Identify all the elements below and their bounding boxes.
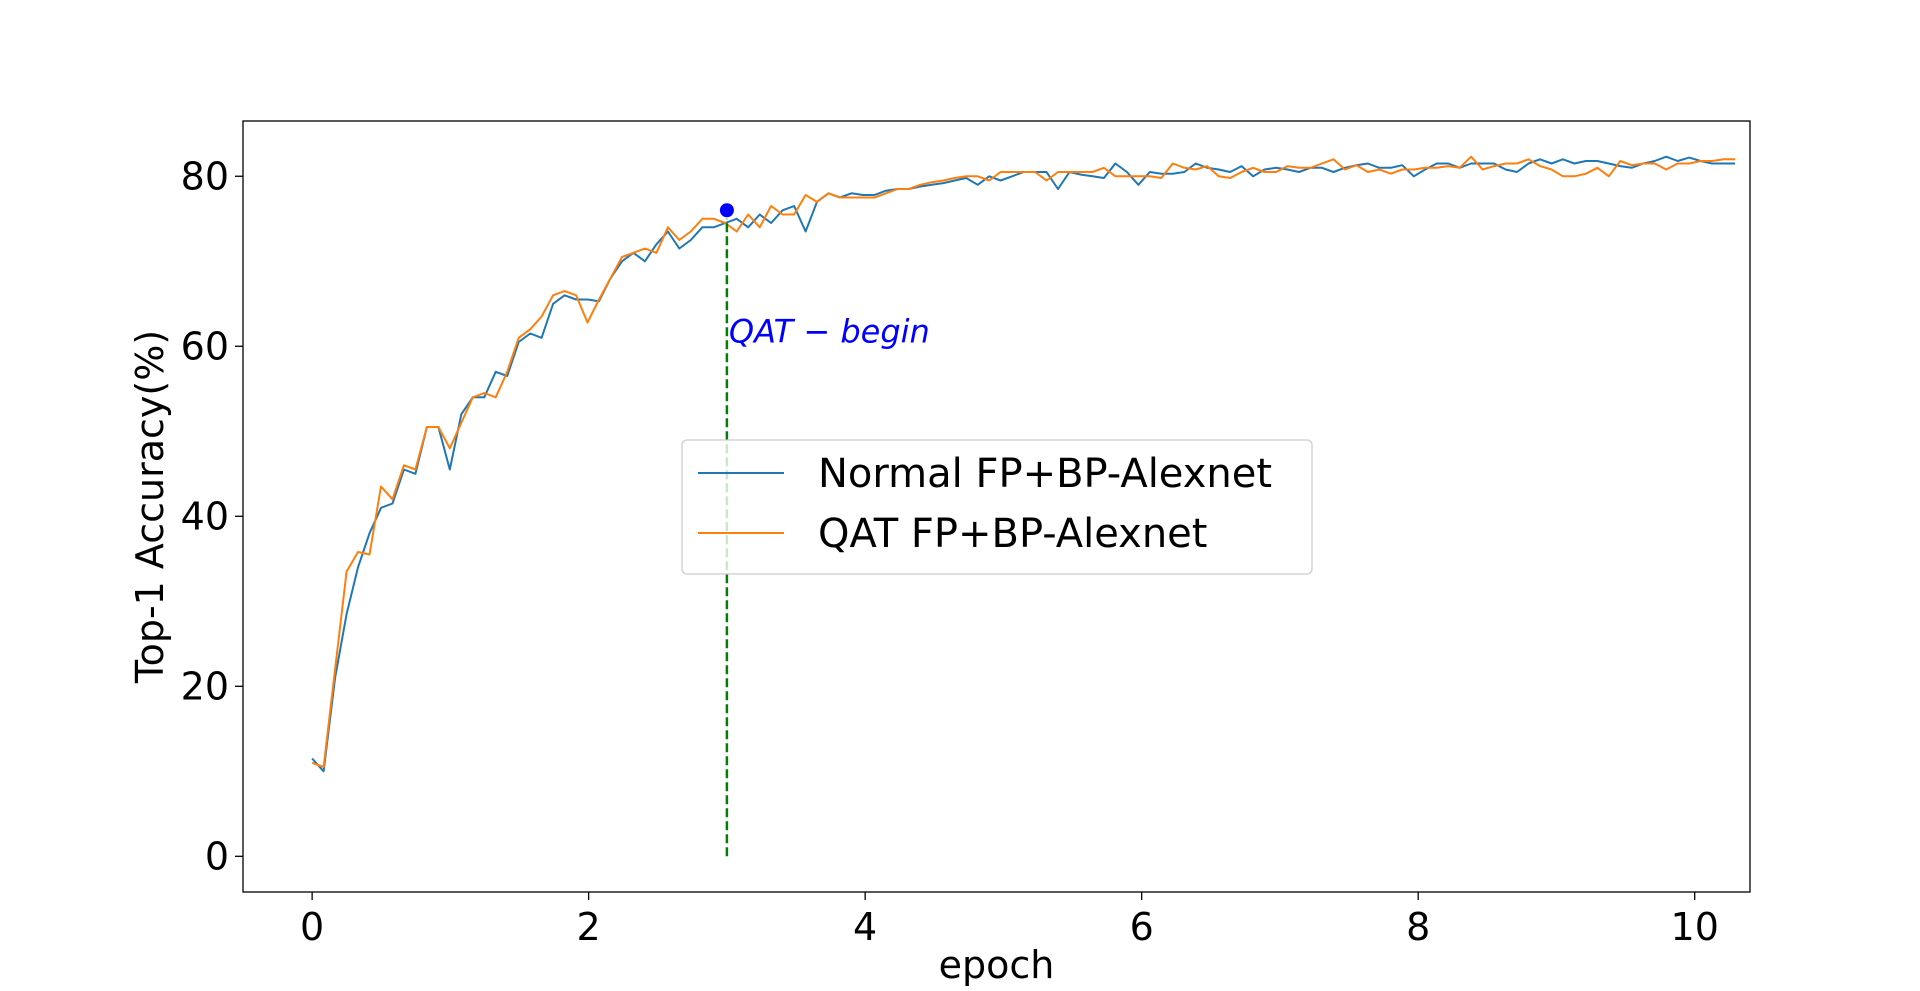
y-axis-label: Top-1 Accuracy(%) — [128, 330, 172, 684]
y-tick-label: 60 — [181, 324, 229, 368]
x-tick-label: 4 — [853, 905, 877, 949]
plot-frame — [242, 120, 1751, 893]
x-tick-label: 8 — [1406, 905, 1430, 949]
legend-label-normal: Normal FP+BP-Alexnet — [818, 451, 1272, 497]
x-axis-label: epoch — [939, 943, 1055, 987]
x-tick-label: 10 — [1671, 905, 1719, 949]
x-tick-label: 0 — [300, 905, 324, 949]
legend-box — [681, 439, 1313, 575]
legend-label-qat: QAT FP+BP-Alexnet — [818, 511, 1207, 557]
y-tick-label: 40 — [181, 494, 229, 538]
plot-series — [311, 155, 1736, 773]
qat-begin-marker — [719, 203, 734, 218]
x-axis-ticks: 0 2 4 6 8 10 — [300, 892, 1719, 949]
y-tick-label: 0 — [205, 834, 229, 878]
y-tick-label: 20 — [181, 664, 229, 708]
qat-begin-label: QAT − begin — [729, 312, 930, 350]
series-line-qat — [311, 155, 1736, 768]
y-axis-ticks: 0 20 40 60 80 — [181, 154, 243, 878]
y-tick-label: 80 — [181, 154, 229, 198]
legend: Normal FP+BP-Alexnet QAT FP+BP-Alexnet — [681, 439, 1313, 575]
x-tick-label: 6 — [1130, 905, 1154, 949]
x-tick-label: 2 — [577, 905, 601, 949]
